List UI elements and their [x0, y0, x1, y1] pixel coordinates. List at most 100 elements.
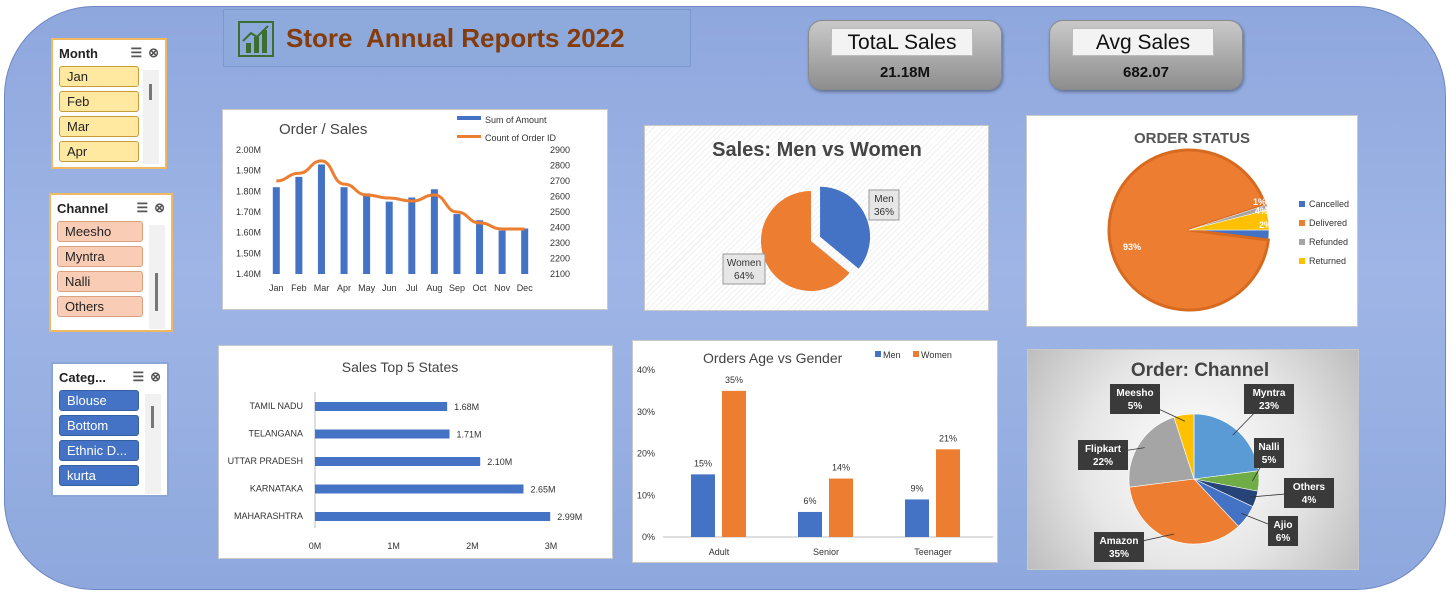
state-value-label: 2.10M [487, 457, 512, 467]
x-tick-label: Feb [291, 283, 307, 293]
y-tick-label: 30% [637, 407, 655, 417]
top-states-chart-svg: Sales Top 5 States TAMIL NADU 1.68M TELANGA… [228, 359, 583, 551]
channel-item-myntra[interactable]: Myntra [57, 246, 143, 267]
category-item-kurta[interactable]: kurta [59, 465, 139, 486]
amount-bar [363, 193, 371, 274]
state-label: KARNATAKA [250, 484, 303, 494]
label-name-others: Others [1293, 482, 1326, 493]
legend-swatch-delivered [1299, 220, 1305, 226]
label-box-nalli [1254, 438, 1284, 468]
bar-value-label: 6% [803, 496, 816, 506]
category-slicer-scroll-thumb[interactable] [151, 406, 154, 428]
category-item-bottom[interactable]: Bottom [59, 415, 139, 436]
bar-value-label: 9% [910, 483, 923, 493]
month-item-feb[interactable]: Feb [59, 91, 139, 112]
bar-women [722, 390, 746, 537]
x-tick-label: May [358, 283, 376, 293]
y-right-tick-label: 2600 [550, 192, 570, 202]
pie-slice-women [761, 191, 850, 291]
state-value-label: 1.71M [457, 430, 482, 440]
month-slicer-header: Month ☰ ⊗ [59, 44, 159, 62]
label-men-value: 36% [874, 207, 894, 218]
y-left-tick-label: 1.60M [236, 228, 261, 238]
month-item-apr[interactable]: Apr [59, 141, 139, 162]
pie-slice-myntra [1193, 413, 1259, 480]
y-left-tick-label: 1.40M [236, 269, 261, 279]
clear-filter-icon[interactable]: ⊗ [150, 369, 161, 384]
label-name-amazon: Amazon [1100, 536, 1139, 547]
category-slicer[interactable]: Categ... ☰ ⊗ Blouse Bottom Ethnic D... k… [51, 362, 169, 497]
label-value-nalli: 5% [1262, 455, 1277, 466]
multi-select-icon[interactable]: ☰ [132, 369, 145, 384]
bar-value-label: 15% [694, 458, 712, 468]
channel-item-meesho[interactable]: Meesho [57, 221, 143, 242]
channel-item-others[interactable]: Others [57, 296, 143, 317]
x-tick-label: Adult [709, 547, 730, 557]
value-label-refunded: 1% [1253, 197, 1266, 207]
x-tick-label: Jan [269, 283, 284, 293]
legend-swatch-amount [457, 116, 481, 120]
month-item-jan[interactable]: Jan [59, 66, 139, 87]
order-status-chart[interactable]: ORDER STATUS 93% 2% 1% 4% Cancelled Delivered R… [1026, 115, 1358, 327]
legend-label-men: Men [883, 350, 901, 360]
clear-filter-icon[interactable]: ⊗ [154, 200, 165, 215]
label-men-name: Men [874, 194, 893, 205]
channel-slicer-title: Channel [57, 200, 109, 216]
legend-swatch-refunded [1299, 239, 1305, 245]
men-women-chart[interactable]: Sales: Men vs Women Men 36% Women 64% [644, 125, 989, 311]
month-slicer-scroll-thumb[interactable] [149, 84, 152, 100]
label-box-myntra [1244, 384, 1294, 414]
pie-slice-returned [1188, 209, 1270, 231]
state-bar [315, 429, 450, 439]
amount-bar [385, 201, 393, 274]
label-name-meesho: Meesho [1116, 388, 1153, 399]
state-bar [315, 484, 524, 494]
clear-filter-icon[interactable]: ⊗ [148, 45, 159, 60]
page-title: Store Annual Reports 2022 [286, 23, 625, 53]
label-box-others [1284, 478, 1334, 508]
state-bar [315, 457, 481, 466]
month-slicer[interactable]: Month ☰ ⊗ Jan Feb Mar Apr [51, 38, 167, 169]
top-states-chart[interactable]: Sales Top 5 States TAMIL NADU 1.68M TELANGA… [218, 345, 613, 559]
channel-slicer-header: Channel ☰ ⊗ [57, 199, 165, 217]
label-value-others: 4% [1302, 495, 1317, 506]
y-tick-label: 10% [637, 490, 655, 500]
pie-slice-men [820, 186, 871, 269]
month-slicer-scrollbar[interactable] [143, 70, 159, 164]
label-box-men [868, 189, 900, 221]
state-value-label: 2.99M [557, 512, 582, 522]
kpi-avg-sales-value: 682.07 [1123, 64, 1169, 81]
bar-value-label: 21% [939, 433, 957, 443]
month-item-mar[interactable]: Mar [59, 116, 139, 137]
amount-bar [272, 187, 280, 274]
header-banner: Store Annual Reports 2022 [223, 9, 691, 67]
category-slicer-title: Categ... [59, 369, 106, 385]
multi-select-icon[interactable]: ☰ [136, 200, 149, 215]
category-slicer-scrollbar[interactable] [145, 394, 161, 494]
channel-slicer-scroll-thumb[interactable] [155, 273, 158, 311]
multi-select-icon[interactable]: ☰ [130, 45, 143, 60]
pie-slice-amazon [1129, 478, 1239, 545]
legend-swatch-women [913, 351, 919, 357]
order-sales-chart[interactable]: Order / Sales 1.40M 1.50M 1.60M 1.70M 1.80M 1.… [222, 109, 608, 310]
state-value-label: 2.65M [530, 485, 555, 495]
kpi-total-sales-value: 21.18M [879, 64, 931, 81]
bar-men [798, 511, 822, 537]
bar-value-label: 14% [832, 463, 850, 473]
label-box-meesho [1110, 384, 1160, 414]
channel-slicer[interactable]: Channel ☰ ⊗ Meesho Myntra Nalli Others [49, 193, 173, 332]
age-gender-chart[interactable]: Orders Age vs Gender Men Women 0% 10% 20% 30% 4… [632, 340, 998, 563]
label-box-amazon [1094, 532, 1144, 562]
men-women-chart-svg: Sales: Men vs Women Men 36% Women 64% [712, 139, 922, 291]
channel-item-nalli[interactable]: Nalli [57, 271, 143, 292]
category-item-ethnic-dress[interactable]: Ethnic D... [59, 440, 139, 461]
channel-slicer-scrollbar[interactable] [149, 225, 165, 329]
x-tick-label: Oct [473, 283, 488, 293]
category-item-blouse[interactable]: Blouse [59, 390, 139, 411]
state-label: UTTAR PRADESH [228, 456, 303, 466]
kpi-total-sales-label: TotaL Sales [831, 28, 973, 56]
order-channel-chart[interactable]: Order: Channel Myntra 23% Nalli 5% Others 4% Aj… [1027, 349, 1359, 570]
kpi-avg-sales: Avg Sales 682.07 [1049, 20, 1243, 90]
label-name-myntra: Myntra [1253, 388, 1286, 399]
